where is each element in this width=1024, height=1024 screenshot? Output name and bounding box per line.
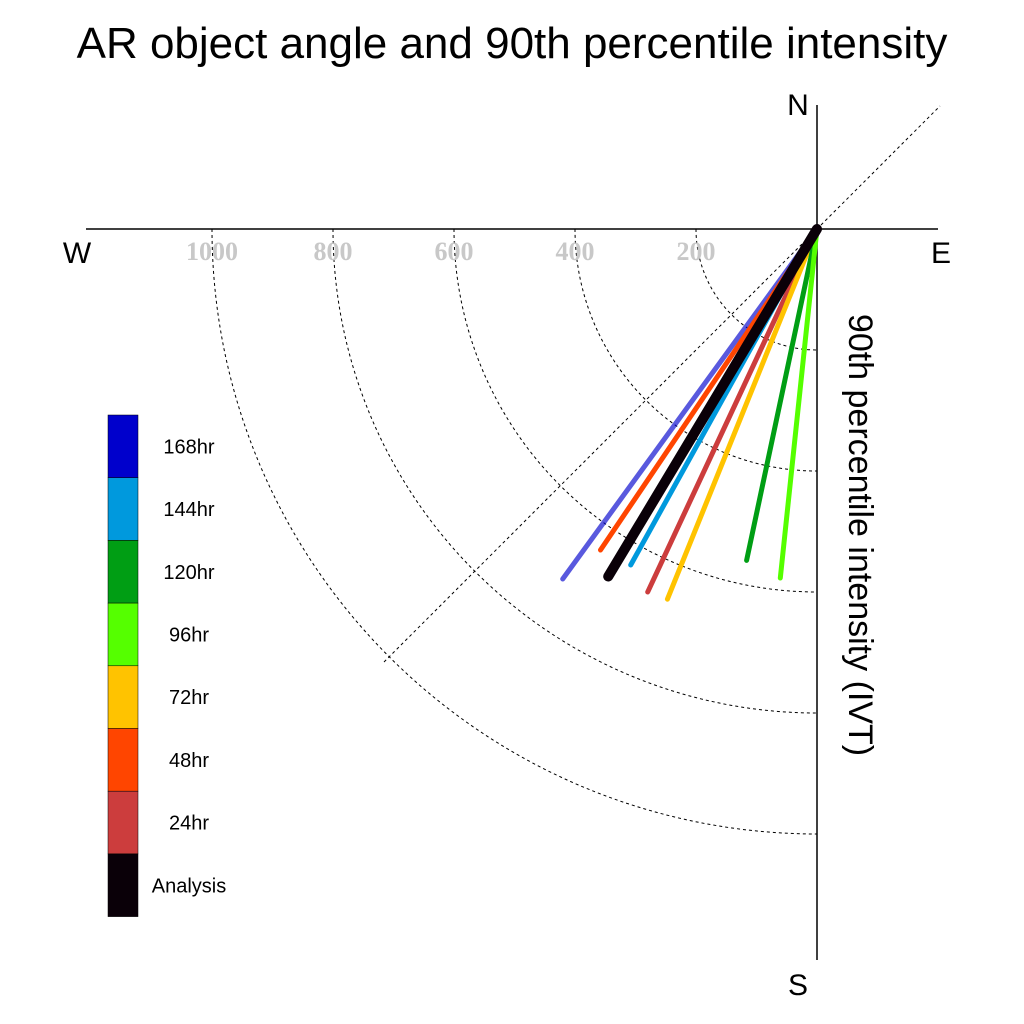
legend-swatch-24hr [107, 790, 139, 855]
compass-east: E [931, 237, 951, 270]
compass-south: S [788, 969, 808, 1002]
compass-north: N [787, 89, 809, 122]
vector-168hr [560, 226, 820, 582]
vector-120hr [744, 226, 820, 563]
legend-swatch-168hr [107, 414, 139, 478]
tick-label-200: 200 [677, 237, 716, 266]
legend-swatch-120hr [107, 540, 139, 604]
legend-label-72hr: 72hr [169, 687, 209, 709]
compass-west: W [63, 237, 92, 270]
legend-swatch-72hr [107, 665, 139, 729]
radial-grid [211, 228, 818, 835]
vector-72hr [664, 226, 820, 602]
vector-analysis [603, 224, 822, 582]
grid-arc-400 [574, 228, 818, 472]
legend-swatch-48hr [107, 728, 139, 792]
legend-label-48hr: 48hr [169, 750, 209, 772]
legend-label-168hr: 168hr [163, 436, 214, 458]
tick-label-1000: 1000 [186, 237, 238, 266]
intensity-axis-label: 90th percentile intensity (IVT) [841, 314, 879, 756]
diagonal-guide [383, 105, 941, 663]
legend: 168hr 144hr 120hr 96hr 72hr 48hr 24hr Analysis [107, 414, 226, 917]
radial-tick-labels: 200 400 600 800 1000 [186, 237, 716, 266]
legend-swatch-144hr [107, 477, 139, 541]
tick-label-400: 400 [556, 237, 595, 266]
tick-label-600: 600 [435, 237, 474, 266]
legend-swatch-96hr [107, 602, 139, 667]
legend-label-96hr: 96hr [169, 625, 209, 647]
grid-arc-600 [453, 228, 818, 593]
legend-label-24hr: 24hr [169, 813, 209, 835]
legend-swatch-analysis [107, 853, 139, 917]
vector-96hr [777, 226, 820, 581]
legend-label-120hr: 120hr [163, 562, 214, 584]
legend-label-analysis: Analysis [152, 875, 226, 897]
vector-24hr [645, 226, 820, 595]
grid-arc-1000 [211, 228, 818, 835]
chart-title: AR object angle and 90th percentile inte… [77, 19, 948, 68]
forecast-vectors [560, 224, 822, 602]
legend-label-144hr: 144hr [163, 499, 214, 521]
tick-label-800: 800 [314, 237, 353, 266]
